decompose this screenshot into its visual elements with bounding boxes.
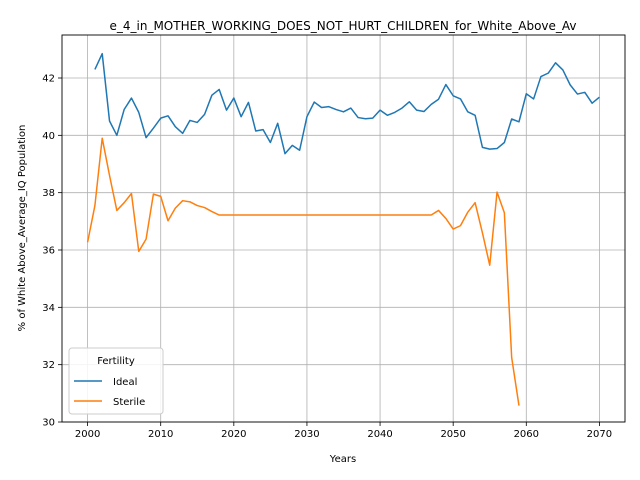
x-tick-label: 2010 (148, 429, 173, 440)
x-axis: 2000 2010 2020 2030 2040 2050 2060 2070 (75, 422, 612, 440)
legend-title: Fertility (97, 356, 135, 367)
x-tick-label: 2060 (514, 429, 539, 440)
series-line-sterile (86, 137, 520, 406)
legend-label-ideal: Ideal (113, 377, 137, 388)
y-tick-label: 40 (42, 131, 55, 142)
x-tick-label: 2070 (587, 429, 612, 440)
y-tick-label: 38 (42, 188, 55, 199)
y-tick-label: 36 (42, 246, 55, 257)
x-tick-label: 2000 (75, 429, 100, 440)
y-tick-label: 34 (42, 303, 55, 314)
x-tick-label: 2040 (367, 429, 392, 440)
legend-box (68, 347, 164, 415)
y-tick-label: 30 (42, 418, 55, 429)
series-lines (86, 52, 600, 406)
legend-label-sterile: Sterile (113, 397, 145, 408)
y-axis: 30 32 34 36 38 40 42 (42, 74, 62, 429)
legend: Fertility Ideal Sterile (68, 347, 164, 415)
y-tick-label: 32 (42, 360, 55, 371)
x-tick-label: 2020 (221, 429, 246, 440)
y-tick-label: 42 (42, 74, 55, 85)
series-line-ideal (94, 52, 600, 155)
x-tick-label: 2030 (294, 429, 319, 440)
y-axis-label: % of White Above_Average_IQ Population (17, 125, 28, 332)
x-axis-label: Years (329, 454, 356, 465)
plot-frame (61, 34, 626, 423)
x-tick-label: 2050 (440, 429, 465, 440)
chart-title: e_4_in_MOTHER_WORKING_DOES_NOT_HURT_CHIL… (109, 19, 576, 33)
